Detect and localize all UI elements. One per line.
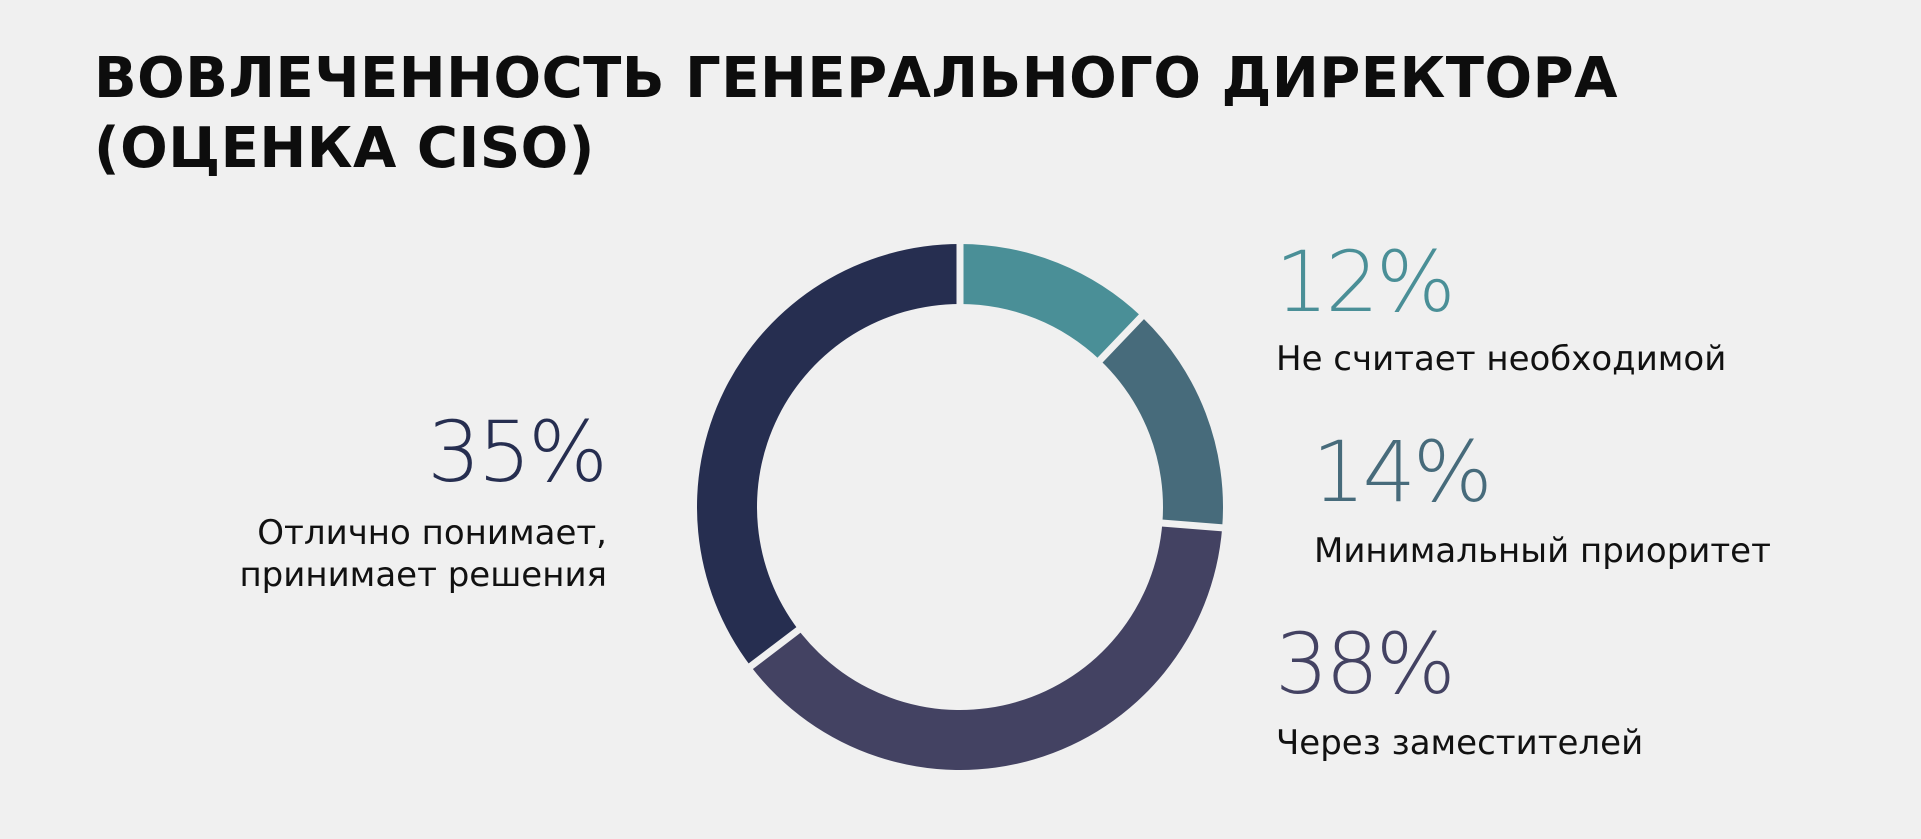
slice-label-fully-engaged: Отлично понимает, принимает решения [239,512,607,596]
slice-label-fully-engaged-line-2: принимает решения [239,555,607,595]
slice-value-via-deputies: 38% [1275,615,1456,713]
slice-label-low-priority: Минимальный приоритет [1314,531,1771,571]
slice-value-not-needed: 12% [1275,233,1456,331]
title-line-1: ВОВЛЕЧЕННОСТЬ ГЕНЕРАЛЬНОГО ДИРЕКТОРА [94,46,1618,111]
slice-value-low-priority: 14% [1312,423,1493,521]
donut-slice-low-priority [1100,316,1223,528]
slice-value-fully-engaged: 35% [427,403,608,501]
donut-gap-2 [1158,519,1227,532]
slice-label-fully-engaged-line-1: Отлично понимает, [257,513,607,553]
page-title: ВОВЛЕЧЕННОСТЬ ГЕНЕРАЛЬНОГО ДИРЕКТОРА (ОЦ… [94,44,1618,184]
donut-gap-3 [745,624,804,672]
donut-slice-not-needed [960,244,1142,361]
title-line-2: (ОЦЕНКА CISO) [94,116,595,181]
slice-label-via-deputies: Через заместителей [1276,723,1644,763]
donut-gap-1 [1094,311,1147,366]
slice-label-not-needed: Не считает необходимой [1276,339,1727,379]
donut-slice-via-deputies [750,523,1223,771]
donut-slice-fully-engaged [697,244,960,667]
